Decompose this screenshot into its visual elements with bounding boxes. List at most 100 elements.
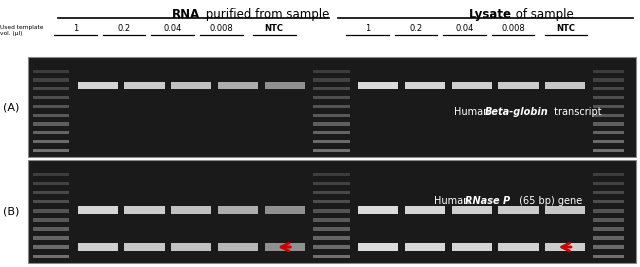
Bar bbox=[218, 206, 258, 214]
Text: vol. (µl): vol. (µl) bbox=[0, 31, 22, 36]
Bar bbox=[314, 236, 350, 240]
Bar bbox=[314, 173, 350, 176]
Bar bbox=[358, 206, 399, 214]
Bar bbox=[593, 96, 624, 99]
Bar bbox=[314, 87, 350, 91]
Bar bbox=[593, 245, 624, 249]
Bar bbox=[33, 191, 69, 194]
Bar bbox=[33, 236, 69, 240]
Text: Human: Human bbox=[454, 107, 492, 117]
Bar bbox=[314, 245, 350, 249]
Bar bbox=[33, 87, 69, 91]
Bar bbox=[545, 82, 586, 89]
Bar bbox=[405, 82, 445, 89]
Text: 0.008: 0.008 bbox=[501, 24, 525, 33]
Bar bbox=[28, 57, 636, 157]
Bar bbox=[314, 209, 350, 213]
Bar bbox=[33, 122, 69, 125]
Bar bbox=[593, 140, 624, 143]
Bar bbox=[593, 173, 624, 176]
Text: (65 bp) gene: (65 bp) gene bbox=[516, 196, 582, 206]
Bar bbox=[77, 206, 118, 214]
Bar bbox=[593, 236, 624, 240]
Text: of sample: of sample bbox=[512, 8, 574, 21]
Bar bbox=[452, 206, 492, 214]
Bar bbox=[593, 105, 624, 108]
Text: (A): (A) bbox=[3, 102, 19, 112]
Bar bbox=[33, 173, 69, 176]
Bar bbox=[499, 206, 539, 214]
Bar bbox=[314, 218, 350, 222]
Text: 0.2: 0.2 bbox=[118, 24, 131, 33]
Bar bbox=[314, 70, 350, 73]
Bar bbox=[33, 131, 69, 134]
Text: 1: 1 bbox=[73, 24, 78, 33]
Bar bbox=[33, 105, 69, 108]
Bar bbox=[314, 200, 350, 203]
Bar bbox=[358, 82, 399, 89]
Bar bbox=[358, 244, 399, 251]
Bar bbox=[124, 244, 164, 251]
Bar bbox=[593, 78, 624, 82]
Bar bbox=[593, 87, 624, 91]
Bar bbox=[593, 182, 624, 185]
Bar bbox=[593, 254, 624, 258]
Bar bbox=[452, 244, 492, 251]
Bar bbox=[593, 131, 624, 134]
Text: NTC: NTC bbox=[557, 24, 575, 33]
Bar bbox=[33, 70, 69, 73]
Bar bbox=[33, 218, 69, 222]
Bar bbox=[593, 227, 624, 231]
Bar bbox=[77, 82, 118, 89]
Bar bbox=[405, 206, 445, 214]
Bar bbox=[314, 191, 350, 194]
Bar bbox=[314, 131, 350, 134]
Bar bbox=[124, 82, 164, 89]
Bar bbox=[265, 82, 305, 89]
Text: transcript: transcript bbox=[550, 107, 601, 117]
Bar bbox=[77, 244, 118, 251]
Bar bbox=[171, 82, 211, 89]
Bar bbox=[218, 82, 258, 89]
Bar bbox=[405, 244, 445, 251]
Bar bbox=[28, 160, 636, 263]
Text: Used template: Used template bbox=[0, 25, 44, 30]
Bar bbox=[499, 244, 539, 251]
Bar bbox=[33, 254, 69, 258]
Bar bbox=[593, 149, 624, 152]
Bar bbox=[265, 206, 305, 214]
Bar bbox=[314, 96, 350, 99]
Text: Lysate: Lysate bbox=[468, 8, 511, 21]
Text: 0.04: 0.04 bbox=[163, 24, 182, 33]
Bar bbox=[171, 244, 211, 251]
Text: 1: 1 bbox=[365, 24, 370, 33]
Bar bbox=[314, 182, 350, 185]
Bar bbox=[124, 206, 164, 214]
Bar bbox=[593, 113, 624, 117]
Bar bbox=[0, 0, 640, 57]
Bar bbox=[33, 200, 69, 203]
Bar bbox=[593, 191, 624, 194]
Bar bbox=[314, 254, 350, 258]
Bar bbox=[33, 140, 69, 143]
Bar bbox=[314, 122, 350, 125]
Bar bbox=[314, 227, 350, 231]
Bar bbox=[314, 140, 350, 143]
Text: purified from sample: purified from sample bbox=[202, 8, 330, 21]
Bar bbox=[265, 244, 305, 251]
Bar bbox=[499, 82, 539, 89]
Bar bbox=[314, 78, 350, 82]
Bar bbox=[33, 227, 69, 231]
Bar bbox=[314, 149, 350, 152]
Bar bbox=[33, 78, 69, 82]
Bar bbox=[171, 206, 211, 214]
Bar bbox=[593, 209, 624, 213]
Bar bbox=[593, 70, 624, 73]
Bar bbox=[545, 244, 586, 251]
Text: Human: Human bbox=[434, 196, 472, 206]
Text: 0.04: 0.04 bbox=[455, 24, 474, 33]
Bar bbox=[33, 245, 69, 249]
Bar bbox=[33, 182, 69, 185]
Bar bbox=[33, 149, 69, 152]
Bar bbox=[593, 218, 624, 222]
